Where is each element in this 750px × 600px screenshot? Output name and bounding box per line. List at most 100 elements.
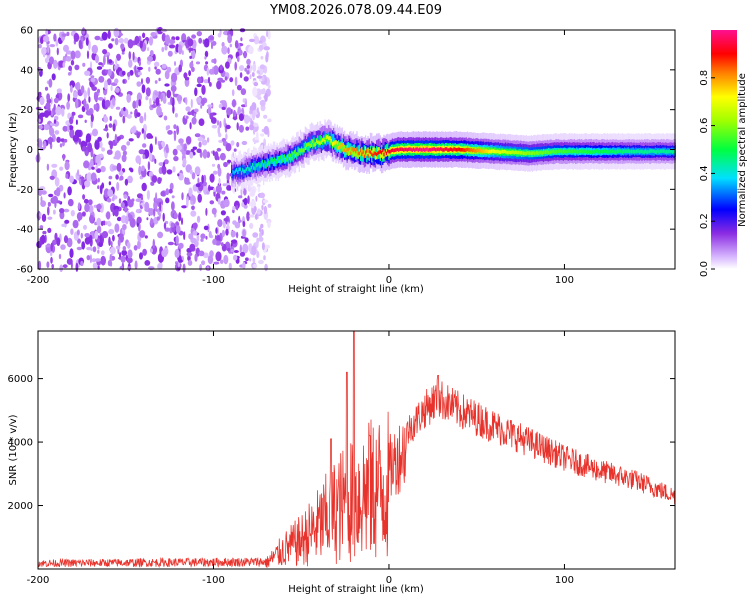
noise-speckle (142, 248, 148, 256)
noise-speckle (230, 249, 235, 253)
noise-speckle (97, 249, 100, 254)
signal-cell (366, 150, 368, 163)
signal-cell (667, 150, 669, 154)
signal-cell (578, 149, 580, 154)
signal-cell (541, 151, 544, 155)
signal-cell (280, 157, 282, 165)
noise-speckle (252, 63, 257, 72)
noise-speckle (263, 125, 270, 135)
signal-cell (428, 147, 431, 152)
signal-cell (238, 170, 240, 178)
signal-cell (239, 167, 241, 179)
noise-speckle (181, 192, 184, 201)
noise-speckle (39, 96, 45, 106)
y-tick-label: 6000 (8, 374, 33, 385)
signal-cell (377, 151, 379, 155)
noise-speckle (107, 68, 112, 77)
noise-speckle (114, 64, 118, 70)
noise-speckle (251, 72, 255, 77)
signal-cell (287, 156, 289, 164)
noise-speckle (213, 187, 216, 193)
noise-speckle (63, 138, 68, 143)
noise-speckle (196, 96, 202, 104)
noise-speckle (164, 83, 170, 87)
signal-cell (325, 135, 327, 140)
signal-cell (394, 148, 396, 152)
signal-cell (233, 171, 235, 175)
noise-speckle (90, 247, 94, 252)
signal-cell (349, 148, 351, 156)
signal-cell (588, 149, 590, 153)
signal-cell (527, 151, 529, 155)
signal-cell (358, 151, 361, 156)
noise-speckle (163, 115, 168, 121)
noise-speckle (198, 250, 205, 257)
signal-cell (297, 152, 299, 157)
noise-speckle (150, 244, 158, 255)
noise-speckle (245, 126, 250, 131)
signal-cell (341, 142, 343, 147)
signal-cell (400, 147, 402, 151)
noise-speckle (115, 57, 118, 67)
noise-speckle (83, 160, 90, 169)
noise-speckle (157, 263, 162, 270)
noise-speckle (74, 50, 81, 59)
signal-cell (653, 149, 655, 154)
noise-speckle (70, 50, 76, 60)
noise-speckle (194, 166, 201, 176)
signal-cell (254, 161, 256, 169)
noise-speckle (248, 45, 254, 55)
signal-cell (647, 150, 649, 154)
noise-speckle (112, 123, 116, 132)
noise-speckle (127, 72, 131, 77)
signal-cell (320, 136, 322, 144)
signal-cell (364, 150, 367, 155)
signal-cell (347, 147, 349, 152)
noise-speckle (80, 260, 84, 267)
noise-speckle (234, 76, 238, 87)
noise-speckle (137, 71, 142, 76)
signal-cell (328, 136, 330, 140)
noise-speckle (139, 40, 143, 49)
signal-cell (621, 150, 623, 154)
signal-cell (263, 163, 265, 168)
noise-speckle (104, 80, 108, 90)
signal-cell (622, 149, 625, 153)
signal-cell (234, 169, 236, 174)
noise-speckle (200, 104, 203, 109)
noise-speckle (71, 111, 76, 116)
signal-cell (286, 157, 288, 162)
noise-speckle (72, 134, 80, 142)
colorbar-tick-label: 0.6 (699, 118, 710, 134)
signal-cell (495, 149, 497, 154)
signal-cell (293, 150, 295, 154)
signal-cell (448, 148, 450, 152)
signal-cell (582, 150, 584, 154)
signal-cell (546, 149, 548, 154)
signal-cell (368, 149, 370, 154)
noise-speckle (120, 43, 125, 50)
signal-cell (434, 147, 437, 152)
signal-cell (654, 150, 657, 154)
signal-cell (652, 149, 654, 153)
signal-cell (356, 147, 358, 151)
noise-speckle (212, 238, 217, 245)
noise-speckle (132, 100, 137, 109)
noise-speckle (108, 59, 113, 64)
colorbar-tick-label: 0.2 (699, 213, 710, 229)
signal-cell (419, 147, 421, 152)
signal-cell (238, 167, 240, 172)
signal-cell (307, 142, 309, 146)
noise-speckle (243, 50, 248, 59)
noise-speckle (220, 259, 224, 264)
signal-cell (610, 149, 612, 154)
signal-cell (554, 150, 556, 154)
signal-cell (509, 150, 512, 155)
noise-speckle (207, 76, 211, 84)
signal-cell (330, 139, 332, 143)
signal-cell (266, 163, 268, 167)
noise-speckle (44, 57, 50, 64)
signal-cell (576, 150, 578, 154)
signal-cell (525, 151, 528, 156)
